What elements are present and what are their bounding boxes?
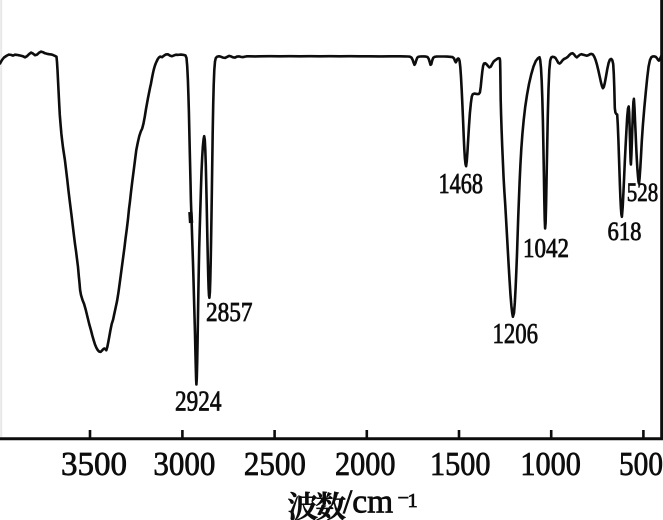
- svg-text:1500: 1500: [430, 446, 491, 483]
- svg-text:1: 1: [408, 490, 418, 512]
- svg-text:618: 618: [608, 217, 642, 246]
- svg-text:2857: 2857: [206, 297, 253, 327]
- svg-text:1206: 1206: [493, 319, 539, 350]
- svg-text:1000: 1000: [520, 446, 581, 483]
- svg-text:1042: 1042: [523, 233, 569, 263]
- svg-text:500: 500: [619, 446, 663, 483]
- svg-text:1468: 1468: [439, 169, 484, 200]
- svg-text:2500: 2500: [244, 446, 306, 483]
- svg-text:/cm: /cm: [343, 484, 393, 520]
- svg-text:3000: 3000: [153, 446, 215, 483]
- svg-text:2924: 2924: [175, 387, 222, 418]
- svg-text:−: −: [398, 488, 410, 510]
- svg-text:528: 528: [627, 178, 659, 207]
- svg-text:3500: 3500: [61, 446, 127, 483]
- svg-text:2000: 2000: [335, 446, 396, 483]
